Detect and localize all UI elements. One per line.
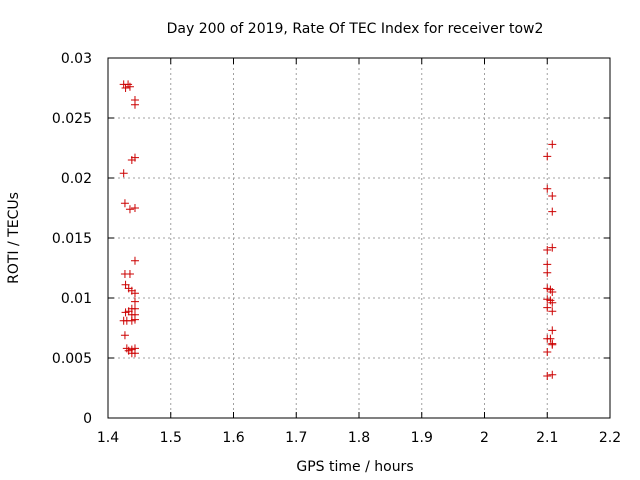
data-point-marker: [548, 307, 557, 316]
data-point-marker: [130, 256, 139, 265]
y-tick-label: 0.015: [52, 231, 92, 247]
x-tick-label: 2.2: [599, 430, 621, 446]
data-point-marker: [543, 184, 552, 193]
data-point-marker: [130, 289, 139, 298]
x-tick-label: 1.8: [348, 430, 370, 446]
y-tick-label: 0.025: [52, 111, 92, 127]
data-point-marker: [130, 153, 139, 162]
data-point-marker: [546, 334, 555, 343]
grid-lines: [108, 58, 610, 418]
y-axis-label: ROTI / TECUs: [6, 192, 22, 284]
x-axis-label: GPS time / hours: [296, 459, 413, 475]
x-axis-tick-labels: 1.4 1.5 1.6 1.7 1.8 1.9 2 2.1 2.2: [97, 430, 621, 446]
data-point-marker: [120, 331, 129, 340]
data-point-marker: [548, 326, 557, 335]
data-point-marker: [130, 297, 139, 306]
data-point-marker: [548, 288, 557, 296]
data-point-marker: [119, 169, 128, 178]
data-point-marker: [548, 298, 557, 307]
x-tick-label: 2: [480, 430, 489, 446]
y-axis-tick-labels: 0 0.005 0.01 0.015 0.02 0.025 0.03: [52, 51, 92, 427]
data-point-marker: [543, 348, 552, 356]
data-point-marker: [548, 243, 557, 252]
y-tick-label: 0.03: [61, 51, 92, 67]
x-tick-label: 1.9: [411, 430, 433, 446]
data-point-marker: [543, 268, 552, 277]
axis-ticks: [107, 57, 611, 419]
data-point-marker: [548, 192, 557, 200]
x-tick-label: 2.1: [536, 430, 558, 446]
y-tick-label: 0.005: [52, 351, 92, 367]
data-point-marker: [548, 340, 557, 349]
data-point-marker: [543, 303, 552, 312]
data-points: [119, 80, 557, 380]
data-point-marker: [543, 246, 552, 254]
data-point-marker: [130, 100, 139, 109]
y-tick-label: 0: [83, 411, 92, 427]
data-point-marker: [548, 370, 557, 379]
data-point-marker: [120, 199, 129, 208]
data-point-marker: [543, 372, 552, 380]
x-tick-label: 1.5: [160, 430, 182, 446]
data-point-marker: [125, 82, 134, 91]
data-point-marker: [548, 140, 557, 149]
x-tick-label: 1.7: [285, 430, 307, 446]
data-point-marker: [125, 270, 134, 278]
data-point-marker: [125, 205, 134, 214]
data-point-marker: [543, 260, 552, 269]
x-tick-label: 1.6: [222, 430, 244, 446]
x-tick-label: 1.4: [97, 430, 119, 446]
data-point-marker: [130, 315, 139, 324]
chart-title: Day 200 of 2019, Rate Of TEC Index for r…: [167, 21, 544, 37]
data-point-marker: [130, 349, 139, 358]
data-point-marker: [543, 152, 552, 161]
y-tick-label: 0.02: [61, 171, 92, 187]
y-tick-label: 0.01: [61, 291, 92, 307]
data-point-marker: [130, 204, 139, 212]
data-point-marker: [548, 207, 557, 216]
